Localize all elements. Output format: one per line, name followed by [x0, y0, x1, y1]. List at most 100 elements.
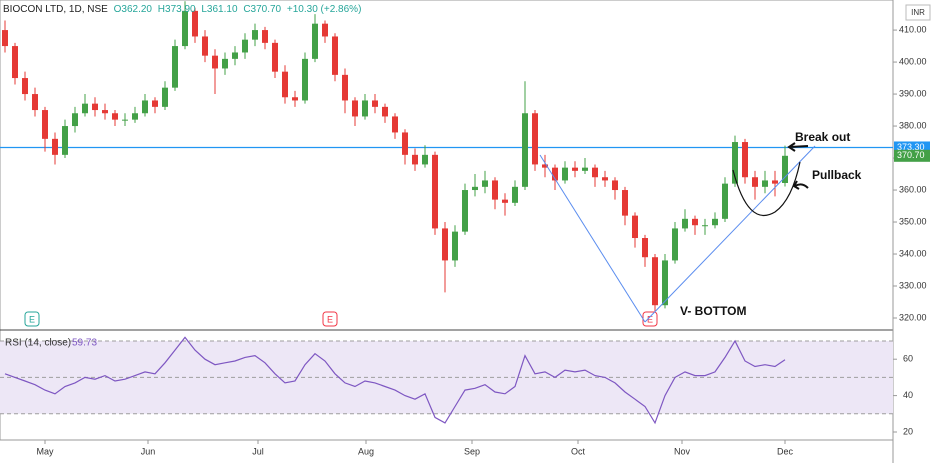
y-tick-label: 400.00	[899, 56, 927, 66]
candle-body	[402, 132, 408, 155]
open: O362.20	[113, 4, 152, 15]
candle-body	[412, 154, 418, 165]
candle-body	[422, 154, 428, 165]
x-tick-label: Sep	[464, 446, 480, 456]
candle-body	[722, 183, 728, 219]
candle-body	[712, 218, 718, 226]
candle-body	[232, 52, 238, 59]
candle-body	[352, 100, 358, 117]
candle-body	[652, 257, 658, 306]
candle-body	[2, 30, 8, 47]
rsi-line	[4, 336, 786, 425]
candle-body	[562, 167, 568, 181]
y-tick-label: 320.00	[899, 312, 927, 322]
rsi-tick-label: 60	[903, 354, 913, 364]
y-tick-label: 350.00	[899, 216, 927, 226]
high: H373.90	[157, 4, 196, 15]
candle-body	[382, 106, 388, 117]
candle-body	[772, 180, 778, 184]
price-label-box	[894, 149, 930, 162]
y-tick-label: 380.00	[899, 120, 927, 130]
breakout-arrow	[787, 142, 809, 152]
candle-body	[62, 126, 68, 155]
candle-body	[52, 138, 58, 155]
candle-body	[372, 100, 378, 107]
annotation: V- BOTTOM	[680, 304, 746, 318]
currency-box	[905, 4, 931, 21]
x-tick-label: Jul	[252, 446, 264, 456]
pullback-arrow	[792, 180, 809, 190]
candle-body	[462, 190, 468, 232]
close: C370.70	[243, 4, 282, 15]
candle-body	[432, 154, 438, 229]
candle-body	[152, 100, 158, 107]
candle-body	[452, 231, 458, 261]
candle-body	[332, 36, 338, 75]
rsi-tick-label: 20	[903, 426, 913, 436]
rsi-title: RSI (14, close)	[5, 338, 71, 349]
symbol-header: BIOCON LTD, 1D, NSE O362.20 H373.90 L361…	[3, 4, 364, 15]
candle-body	[82, 103, 88, 114]
low: L361.10	[201, 4, 238, 15]
candle-body	[202, 36, 208, 56]
candle-body	[532, 113, 538, 165]
candle-body	[182, 10, 188, 47]
candle-body	[142, 100, 148, 114]
x-tick-label: Oct	[571, 446, 586, 456]
candle-body	[342, 74, 348, 101]
symbol: BIOCON LTD, 1D, NSE	[3, 4, 108, 15]
earnings-marker	[322, 311, 338, 327]
candle-body	[102, 110, 108, 114]
candle-body	[212, 55, 218, 69]
candle-body	[482, 180, 488, 187]
candle-body	[112, 113, 118, 120]
candle-body	[12, 46, 18, 79]
candle-body	[612, 180, 618, 191]
currency: INR	[911, 8, 925, 17]
price-label: 373.30	[897, 142, 925, 152]
candle-body	[782, 155, 788, 183]
candle-body	[242, 39, 248, 53]
price-label: 370.70	[897, 150, 925, 160]
rsi-tick-label: 40	[903, 390, 913, 400]
candle-body	[42, 110, 48, 139]
candle-body	[262, 30, 268, 43]
x-tick-label: Dec	[777, 446, 794, 456]
candle-body	[742, 142, 748, 178]
v-line-left	[539, 154, 646, 323]
x-tick-label: Jun	[141, 446, 156, 456]
candle-body	[622, 190, 628, 216]
x-tick-label: May	[36, 446, 54, 456]
y-tick-label: 390.00	[899, 88, 927, 98]
candle-body	[362, 100, 368, 117]
change: +10.30 (+2.86%)	[286, 4, 362, 15]
annotation: Pullback	[812, 168, 862, 182]
candle-body	[642, 238, 648, 258]
candle-body	[582, 167, 588, 171]
candle-body	[282, 71, 288, 98]
y-tick-label: 410.00	[899, 24, 927, 34]
candle-body	[672, 228, 678, 261]
candle-body	[302, 58, 308, 101]
x-tick-label: Nov	[674, 446, 691, 456]
candle-body	[572, 167, 578, 171]
candle-body	[702, 225, 708, 227]
pullback-curve	[732, 161, 801, 217]
candle-body	[122, 119, 128, 121]
y-tick-label: 340.00	[899, 248, 927, 258]
candle-body	[72, 113, 78, 127]
candle-body	[172, 46, 178, 88]
candle-body	[502, 199, 508, 203]
earnings-marker	[24, 311, 40, 327]
candle-body	[542, 164, 548, 168]
candle-body	[252, 30, 258, 40]
v-line-right	[644, 145, 816, 323]
earnings-label: E	[327, 314, 333, 324]
candle-body	[222, 58, 228, 69]
candle-body	[662, 260, 668, 306]
candle-body	[162, 87, 168, 107]
candle-body	[592, 167, 598, 178]
earnings-label: E	[29, 314, 35, 324]
